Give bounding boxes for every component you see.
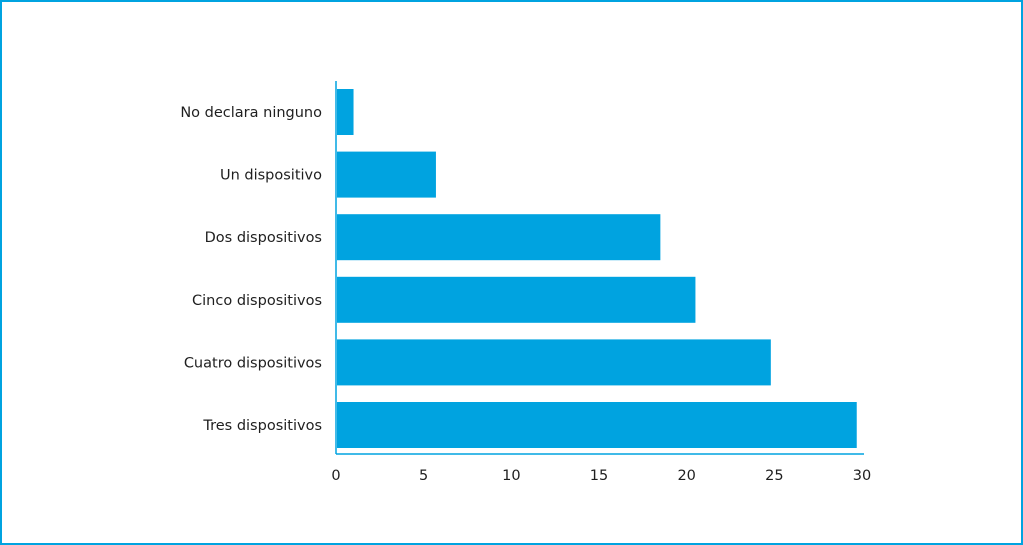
category-label: Tres dispositivos — [202, 418, 322, 434]
bar-dos-dispositivos — [337, 214, 661, 261]
x-axis: 0 5 10 15 20 25 30 — [331, 453, 871, 484]
x-tick-label: 30 — [853, 468, 871, 484]
bar-no-declara-ninguno — [337, 89, 354, 135]
category-labels-group: No declara ninguno Un dispositivo Dos disp… — [180, 105, 322, 434]
bar-cuatro-dispositivos — [337, 339, 771, 386]
bar-tres-dispositivos — [337, 402, 857, 448]
category-label: No declara ninguno — [180, 105, 322, 121]
bar-cinco-dispositivos — [337, 276, 696, 323]
x-tick-label: 10 — [502, 468, 520, 484]
x-tick-label: 20 — [677, 468, 695, 484]
bar-un-dispositivo — [337, 151, 436, 198]
category-label: Dos dispositivos — [205, 230, 322, 246]
category-label: Un dispositivo — [220, 168, 322, 184]
x-tick-label: 5 — [419, 468, 428, 484]
bars-group — [337, 89, 857, 448]
x-tick-label: 0 — [331, 468, 340, 484]
category-label: Cinco dispositivos — [192, 293, 322, 309]
x-tick-label: 25 — [765, 468, 783, 484]
x-tick-label: 15 — [590, 468, 608, 484]
category-label: Cuatro dispositivos — [184, 355, 322, 371]
